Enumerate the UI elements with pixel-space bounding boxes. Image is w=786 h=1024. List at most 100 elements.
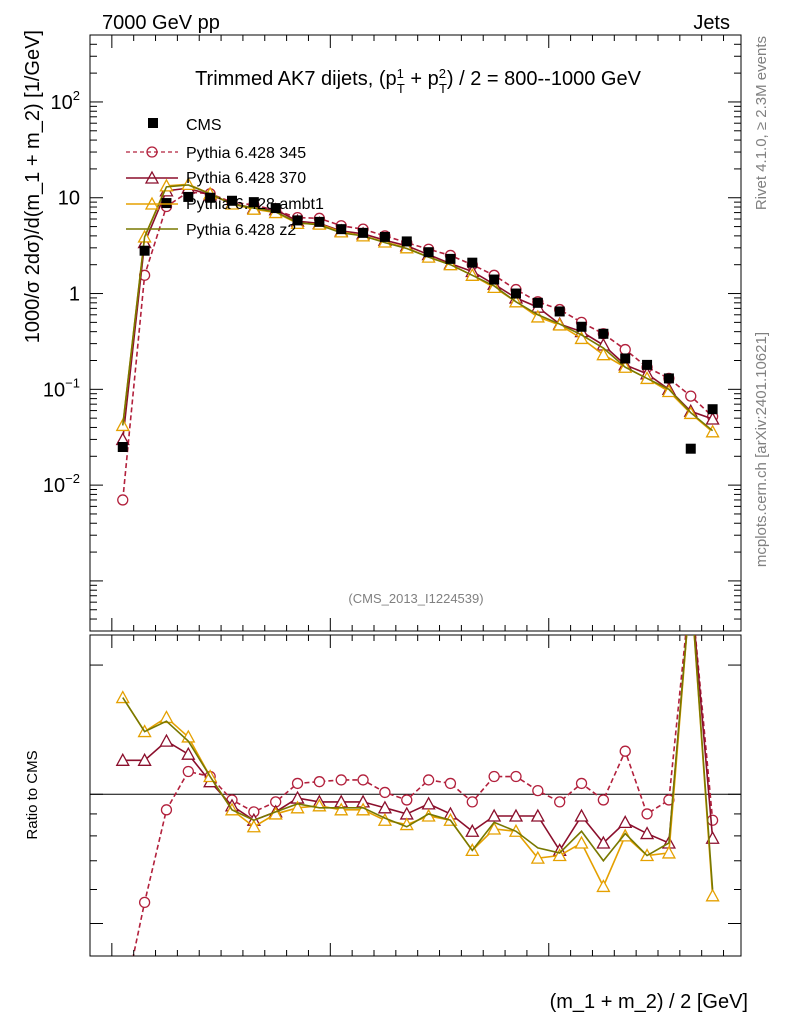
series-line xyxy=(121,191,714,501)
ratio-point xyxy=(597,794,610,806)
y-tick-base: 10 xyxy=(58,188,80,210)
y-tick-base: 10 xyxy=(43,379,65,401)
y-tick-base: 10 xyxy=(51,92,73,114)
ratio-point xyxy=(444,777,457,790)
ratio-point xyxy=(137,752,152,766)
y-tick-label: 10−2 xyxy=(43,471,80,497)
ratio-point xyxy=(291,777,304,790)
legend: CMS Pythia 6.428 345 Pythia 6.428 370 Py… xyxy=(126,117,324,239)
ratio-point xyxy=(181,746,196,760)
data-point xyxy=(510,288,521,299)
legend-label-z2: Pythia 6.428 z2 xyxy=(186,222,296,239)
legend-label-cms: CMS xyxy=(186,117,222,134)
ratio-point xyxy=(487,808,502,822)
header-left: 7000 GeV pp xyxy=(102,12,220,34)
data-point xyxy=(226,195,237,206)
ratio-point xyxy=(138,896,151,909)
data-point xyxy=(358,227,369,238)
ratio-point xyxy=(530,808,545,822)
legend-marker-ambt1 xyxy=(144,196,160,210)
series-point xyxy=(661,384,677,398)
ratio-point xyxy=(379,786,391,799)
ratio-point xyxy=(335,774,347,786)
y-tick-base: 1 xyxy=(69,284,80,306)
ratio-point xyxy=(510,770,522,783)
legend-label-345: Pythia 6.428 345 xyxy=(186,145,306,162)
ratio-point xyxy=(159,733,174,747)
legend-marker-345 xyxy=(146,146,158,158)
ratio-line xyxy=(122,635,714,852)
ratio-point xyxy=(421,796,436,810)
ratio-line xyxy=(122,635,714,896)
data-point xyxy=(685,443,696,454)
data-point xyxy=(292,215,303,226)
series-point xyxy=(574,331,589,345)
data-point xyxy=(423,247,434,258)
ratio-point xyxy=(290,800,305,814)
header-right: Jets xyxy=(693,12,730,34)
ratio-point xyxy=(554,796,566,808)
series-point xyxy=(705,424,720,438)
data-point xyxy=(532,297,543,308)
series-point xyxy=(619,343,631,356)
y-tick-label: 10 xyxy=(58,188,80,210)
ratio-point xyxy=(596,835,611,849)
y-tick-label: 102 xyxy=(51,88,80,114)
data-point xyxy=(183,191,194,202)
ratio-point xyxy=(160,804,173,816)
data-point xyxy=(248,197,259,208)
ratio-point xyxy=(532,784,544,797)
data-point xyxy=(205,192,216,203)
data-point xyxy=(467,257,478,268)
data-point xyxy=(139,245,150,256)
mcplots-label: mcplots.cern.ch [arXiv:2401.10621] xyxy=(753,332,770,567)
ratio-point xyxy=(706,814,719,826)
data-point xyxy=(554,306,565,317)
legend-marker-370 xyxy=(144,170,160,184)
ratio-point xyxy=(574,808,589,822)
series-line xyxy=(121,184,714,432)
ratio-point xyxy=(487,821,502,835)
rivet-label: Rivet 4.1.0, ≥ 2.3M events xyxy=(753,36,770,210)
ratio-point xyxy=(641,808,653,820)
data-point xyxy=(336,224,347,235)
ratio-point xyxy=(313,776,326,788)
data-point xyxy=(270,203,281,214)
ratio-point xyxy=(246,819,261,833)
y-tick-label: 10−1 xyxy=(43,375,80,401)
ratio-point xyxy=(399,817,414,831)
series-point xyxy=(159,178,174,192)
legend-marker-cms xyxy=(148,118,158,128)
data-point xyxy=(401,236,412,247)
ratio-point xyxy=(488,770,500,783)
ratio-point xyxy=(596,879,611,893)
ratio-point xyxy=(357,774,369,786)
ratio-point xyxy=(465,823,480,837)
series-point xyxy=(596,347,611,361)
ratio-plot-frame xyxy=(89,634,742,957)
data-point xyxy=(620,353,631,364)
data-point xyxy=(707,404,718,415)
data-point xyxy=(314,216,325,227)
ratio-point xyxy=(334,802,349,816)
y-axis-label: 1000/σ 2dσ)/d(m_1 + m_2) [1/GeV] xyxy=(22,30,44,343)
series-point xyxy=(117,494,129,506)
ratio-point xyxy=(639,826,655,840)
data-point xyxy=(576,321,587,332)
ratio-point xyxy=(575,777,588,790)
y-tick-label: 1 xyxy=(69,284,80,306)
series-point xyxy=(685,390,697,402)
ratio-point xyxy=(619,745,631,757)
data-point xyxy=(161,198,172,209)
legend-label-ambt1: Pythia 6.428 ambt1 xyxy=(186,196,324,213)
ratio-point xyxy=(159,710,174,724)
data-point xyxy=(117,442,128,453)
ratio-point xyxy=(661,845,677,859)
ratio-point xyxy=(401,794,413,806)
chart-title: Trimmed AK7 dijets, (p1 T + p2 T) / 2 = 80… xyxy=(195,66,642,96)
y-tick-exponent: −1 xyxy=(65,375,80,390)
legend-label-370: Pythia 6.428 370 xyxy=(186,170,306,187)
y-tick-exponent: −2 xyxy=(65,471,80,486)
ratio-point xyxy=(705,888,720,902)
y-tick-base: 10 xyxy=(43,475,65,497)
